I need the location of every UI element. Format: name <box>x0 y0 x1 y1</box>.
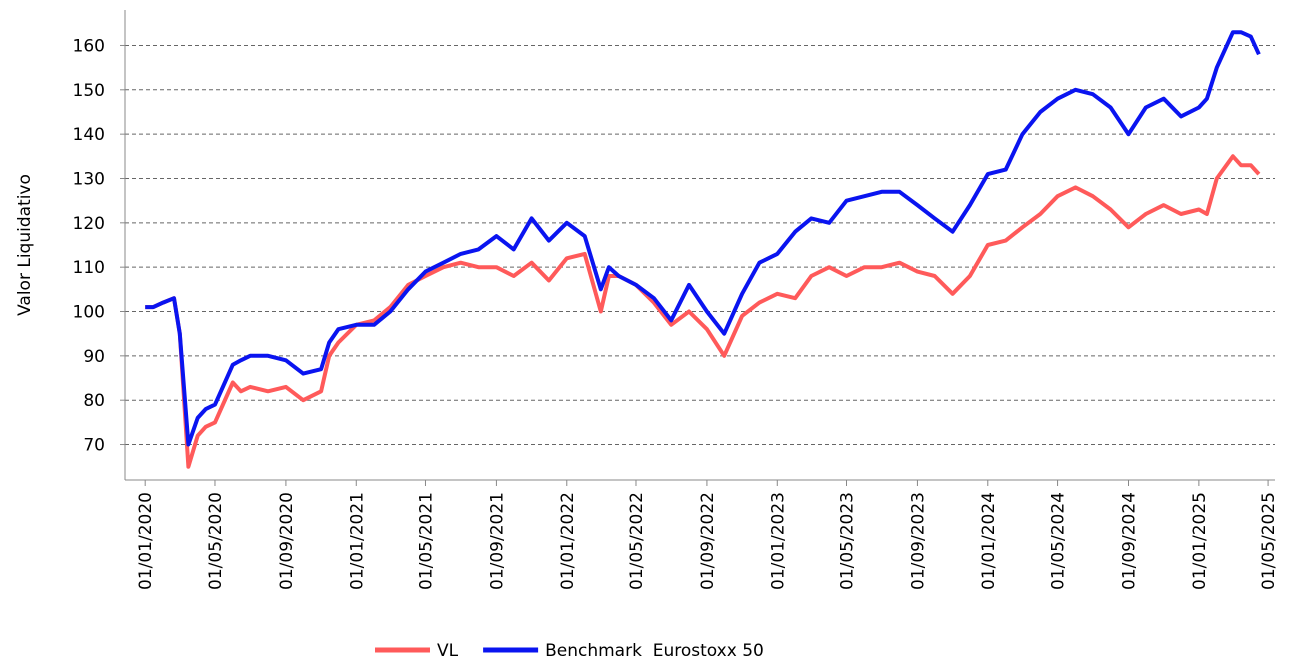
x-tick-label: 01/05/2025 <box>1259 492 1279 590</box>
y-tick-label: 110 <box>73 258 105 278</box>
y-tick-label: 70 <box>83 436 105 456</box>
legend-label: Benchmark Eurostoxx 50 <box>545 641 764 661</box>
x-tick-label: 01/05/2020 <box>206 492 226 590</box>
x-tick-label: 01/09/2020 <box>277 492 297 590</box>
x-tick-label: 01/09/2022 <box>698 492 718 590</box>
y-tick-label: 80 <box>83 391 105 411</box>
x-tick-label: 01/05/2024 <box>1049 492 1069 590</box>
legend-label: VL <box>437 641 459 661</box>
y-tick-label: 160 <box>73 36 105 56</box>
x-tick-label: 01/09/2021 <box>487 492 507 590</box>
y-tick-label: 140 <box>73 125 105 145</box>
y-tick-label: 150 <box>73 81 105 101</box>
x-tick-label: 01/09/2023 <box>908 492 928 590</box>
x-tick-label: 01/01/2023 <box>768 492 788 590</box>
y-tick-label: 90 <box>83 347 105 367</box>
x-tick-label: 01/01/2025 <box>1190 492 1210 590</box>
x-tick-label: 01/01/2020 <box>136 492 156 590</box>
x-tick-label: 01/05/2021 <box>416 492 436 590</box>
x-tick-label: 01/01/2022 <box>558 492 578 590</box>
y-tick-label: 120 <box>73 214 105 234</box>
x-tick-label: 01/09/2024 <box>1120 492 1140 590</box>
x-tick-label: 01/05/2022 <box>627 492 647 590</box>
y-tick-label: 100 <box>73 303 105 323</box>
x-tick-label: 01/01/2021 <box>347 492 367 590</box>
y-tick-label: 130 <box>73 169 105 189</box>
y-axis-label: Valor Liquidativo <box>15 174 35 316</box>
x-tick-label: 01/01/2024 <box>979 492 999 590</box>
series-line <box>145 154 1261 469</box>
x-tick-label: 01/05/2023 <box>837 492 857 590</box>
series-line <box>145 30 1261 447</box>
